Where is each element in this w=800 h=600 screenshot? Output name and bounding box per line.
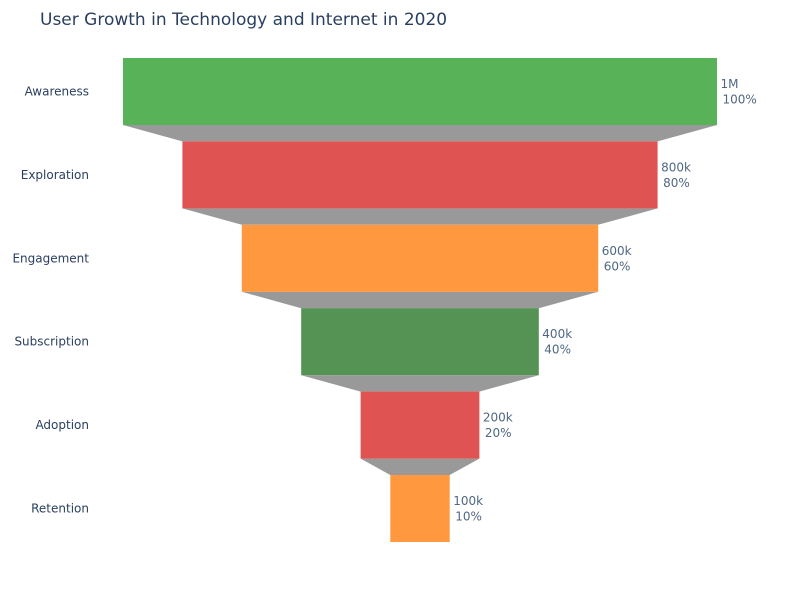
funnel-bar-exploration [182, 141, 658, 209]
category-label: Engagement [12, 251, 89, 265]
funnel-connector [182, 208, 658, 225]
funnel-connector [301, 375, 539, 392]
funnel-bar-retention [390, 475, 450, 542]
category-labels: Awareness Exploration Engagement Subscripti… [12, 85, 89, 516]
percent-label: 60% [604, 259, 631, 273]
chart-title: User Growth in Technology and Internet i… [40, 10, 447, 30]
value-label: 600k [602, 244, 632, 258]
percent-label: 100% [723, 93, 757, 107]
category-label: Retention [31, 502, 89, 516]
category-label: Awareness [25, 85, 89, 99]
funnel-bar-adoption [360, 391, 480, 459]
funnel-bar-engagement [241, 224, 599, 292]
percent-label: 20% [485, 426, 512, 440]
value-label: 800k [661, 160, 691, 174]
funnel-connector [241, 291, 599, 309]
category-label: Adoption [35, 418, 89, 432]
percent-label: 80% [663, 176, 690, 190]
funnel-connectors [123, 125, 717, 475]
value-label: 200k [483, 411, 513, 425]
category-label: Subscription [14, 335, 89, 349]
funnel-bars [123, 58, 717, 542]
funnel-bar-subscription [301, 308, 539, 376]
percent-label: 10% [455, 510, 482, 524]
value-label: 100k [453, 494, 483, 508]
funnel-connector [123, 125, 717, 142]
percent-label: 40% [544, 343, 571, 357]
category-label: Exploration [21, 168, 89, 182]
value-label: 1M [721, 77, 739, 91]
funnel-connector [360, 458, 480, 475]
value-label: 400k [542, 327, 572, 341]
funnel-bar-awareness [123, 58, 717, 125]
